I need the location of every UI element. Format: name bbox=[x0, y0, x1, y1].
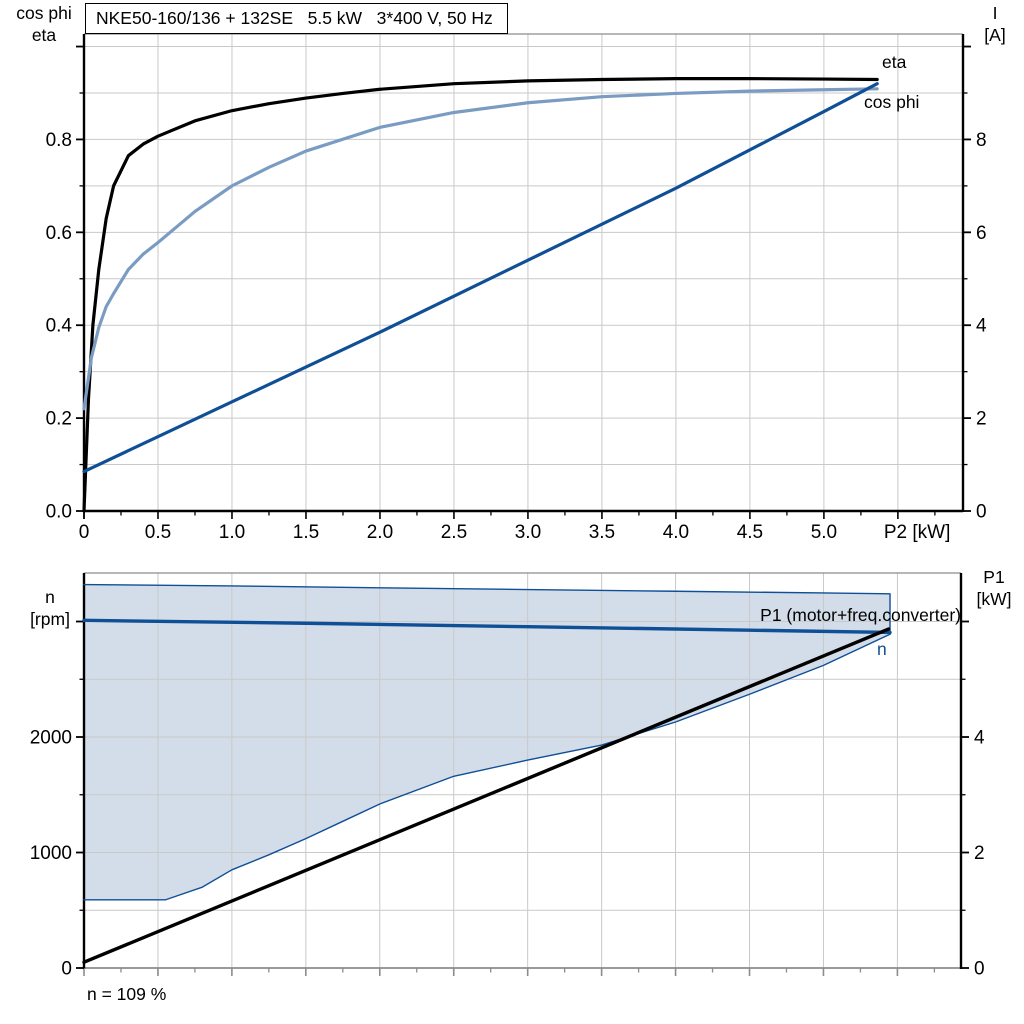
svg-text:0.5: 0.5 bbox=[145, 522, 171, 543]
svg-text:1.0: 1.0 bbox=[219, 522, 245, 543]
svg-text:2.0: 2.0 bbox=[367, 522, 393, 543]
axis-label-eta: eta bbox=[31, 25, 57, 45]
svg-text:3.5: 3.5 bbox=[589, 522, 615, 543]
axis-label-kw-unit: [kW] bbox=[976, 589, 1012, 609]
bottom-left-axis-label: n [rpm] bbox=[10, 586, 90, 630]
svg-text:0: 0 bbox=[61, 959, 72, 980]
svg-text:4.5: 4.5 bbox=[737, 522, 763, 543]
svg-text:0: 0 bbox=[974, 959, 985, 980]
bottom-right-axis-label: P1 [kW] bbox=[964, 566, 1024, 610]
svg-text:2000: 2000 bbox=[30, 728, 72, 749]
svg-text:4: 4 bbox=[974, 728, 985, 749]
speed-percentage-note: n = 109 % bbox=[87, 984, 167, 1004]
svg-text:0.2: 0.2 bbox=[46, 409, 72, 430]
svg-text:8: 8 bbox=[976, 130, 987, 151]
svg-text:0: 0 bbox=[976, 502, 987, 523]
svg-text:0.4: 0.4 bbox=[46, 316, 73, 337]
cosphi-curve-label: cos phi bbox=[864, 92, 920, 112]
svg-text:0.6: 0.6 bbox=[46, 223, 72, 244]
axis-label-speed: n bbox=[45, 587, 55, 607]
svg-text:5.0: 5.0 bbox=[811, 522, 837, 543]
p1-curve-label: P1 (motor+freq.converter) bbox=[760, 605, 961, 625]
svg-text:4.0: 4.0 bbox=[663, 522, 689, 543]
svg-text:0: 0 bbox=[79, 522, 90, 543]
top-left-axis-label: cos phi eta bbox=[4, 2, 84, 46]
axis-label-current: I bbox=[992, 3, 998, 23]
top-right-axis-label: I [A] bbox=[966, 2, 1024, 46]
svg-text:1.5: 1.5 bbox=[293, 522, 319, 543]
axis-label-p1: P1 bbox=[983, 567, 1005, 587]
svg-text:1000: 1000 bbox=[30, 843, 72, 864]
svg-text:6: 6 bbox=[976, 223, 987, 244]
svg-text:2: 2 bbox=[976, 409, 987, 430]
axis-label-cosphi: cos phi bbox=[16, 3, 72, 23]
chart-title: NKE50-160/136 + 132SE 5.5 kW 3*400 V, 50… bbox=[96, 8, 493, 28]
svg-text:0.8: 0.8 bbox=[46, 130, 72, 151]
eta-curve-label: eta bbox=[882, 52, 907, 72]
svg-text:0.0: 0.0 bbox=[46, 502, 72, 523]
axis-label-rpm-unit: [rpm] bbox=[30, 609, 70, 629]
n-curve-label: n bbox=[877, 639, 887, 659]
chart-title-box: NKE50-160/136 + 132SE 5.5 kW 3*400 V, 50… bbox=[85, 3, 508, 34]
svg-text:2: 2 bbox=[974, 843, 985, 864]
svg-text:4: 4 bbox=[976, 316, 987, 337]
svg-text:2.5: 2.5 bbox=[441, 522, 467, 543]
svg-text:P2 [kW]: P2 [kW] bbox=[884, 522, 951, 543]
axis-label-ampere-unit: [A] bbox=[984, 25, 1006, 45]
svg-text:3.0: 3.0 bbox=[515, 522, 541, 543]
